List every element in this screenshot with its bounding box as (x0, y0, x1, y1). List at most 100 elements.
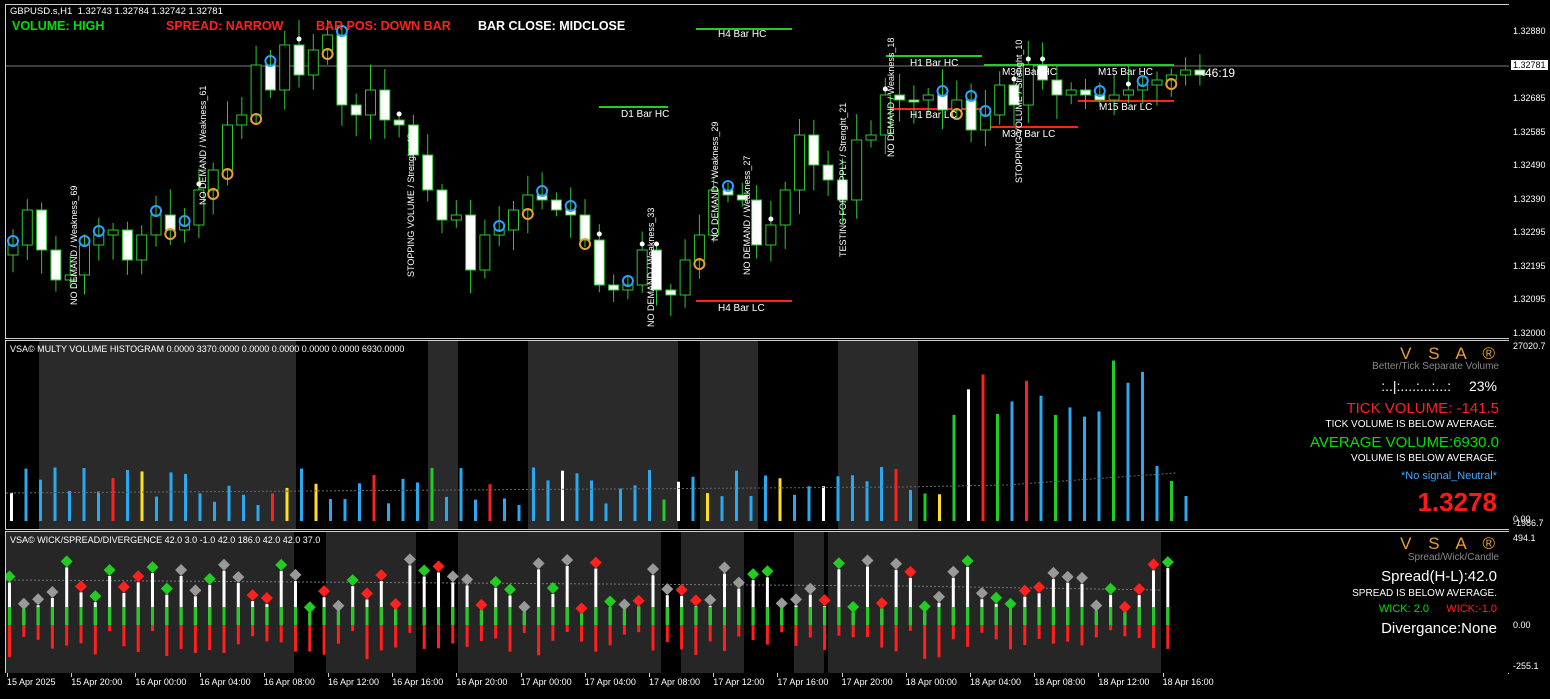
wick-bar (108, 625, 112, 632)
candle-body (865, 134, 877, 141)
volume-bar (1068, 407, 1072, 521)
volume-bar (735, 470, 738, 521)
divergence-marker (961, 554, 974, 567)
wick-bar (1051, 625, 1055, 644)
wick-axis-top: 494.1 (1513, 533, 1536, 543)
wick-subtitle: Spread/Wick/Candle (1407, 552, 1499, 563)
candle-body (736, 194, 748, 201)
wick-bar (408, 607, 412, 625)
volume-bar (822, 486, 825, 521)
divergence-marker (260, 591, 273, 604)
signal-label: TESTING FOR SUPPLY / Strenght_21 (838, 102, 848, 257)
wick-bar (551, 625, 555, 641)
wick-bar (665, 607, 669, 625)
candle-body (236, 114, 248, 126)
wick-bar (465, 625, 469, 647)
divergence-marker (75, 580, 87, 593)
wick-bar (193, 607, 197, 625)
candle-body (336, 34, 348, 106)
volume-bar (793, 494, 796, 521)
divergence-marker (1118, 600, 1131, 613)
signal-circle (335, 25, 348, 37)
wick-bar (622, 607, 626, 625)
wick-bar (1037, 607, 1041, 625)
volume-bar (1155, 466, 1159, 521)
divergence-marker (203, 572, 216, 585)
candle-body (1180, 69, 1192, 76)
volume-histogram-pane[interactable]: VSA© MULTY VOLUME HISTOGRAM 0.0000 3370.… (5, 340, 1510, 530)
wick-bar (966, 607, 970, 625)
time-tick (263, 673, 265, 677)
volume-bar (184, 473, 187, 521)
wick-bar (122, 625, 126, 647)
wick-bar (565, 625, 569, 632)
divergence-marker (1133, 583, 1146, 596)
time-label: 18 Apr 08:00 (1034, 677, 1086, 687)
signal-label: STOPPING VOLUME / Strenght_48 (406, 133, 416, 277)
divergence-marker (303, 601, 316, 614)
volume-signal: *No signal_Neutral* (1401, 470, 1497, 482)
volume-bar (387, 503, 390, 521)
wick-bar (608, 625, 612, 646)
signal-circle (965, 90, 978, 102)
time-tick (777, 673, 779, 677)
signal-circle (722, 180, 734, 192)
wick-bar (365, 607, 369, 625)
volume-bar (633, 485, 637, 521)
divergence-marker (218, 558, 230, 571)
divergence-marker (732, 576, 745, 589)
wick-bar (908, 625, 912, 631)
vsa-logo: V S A ® (1400, 344, 1501, 363)
wick-bar (651, 625, 655, 651)
price-axis[interactable]: 1.32880 1.32781 1.32685 1.32585 1.32490 … (1509, 0, 1550, 699)
volume-bar (126, 470, 129, 521)
wick-bar (866, 607, 869, 625)
wick-bar (251, 625, 255, 637)
candle-body (1080, 89, 1091, 96)
divergence-marker (361, 587, 373, 600)
wick-bar (351, 625, 355, 632)
wick-bar (1094, 625, 1098, 638)
volume-bar (532, 467, 535, 521)
wick-bar (908, 607, 912, 625)
divergence-marker (1004, 597, 1017, 610)
divergence-marker (17, 597, 30, 610)
signal-circle (7, 235, 19, 247)
time-label: 18 Apr 16:00 (1162, 677, 1214, 687)
candle-body (164, 214, 176, 231)
session-background (6, 532, 1161, 673)
divergence-marker (275, 558, 288, 571)
wick-bar (322, 625, 326, 655)
volume-bar (416, 482, 419, 521)
spread-bar (208, 584, 212, 625)
candle-body (136, 234, 148, 261)
candle-body (393, 119, 405, 126)
divergence-marker (1018, 584, 1031, 597)
spread-bar (1051, 578, 1055, 625)
wick-bar (866, 625, 869, 638)
time-axis[interactable]: 15 Apr 2025 15 Apr 20:00 16 Apr 00:00 16 Ap… (5, 673, 1508, 699)
spread-bar (151, 573, 154, 625)
chart-symbol: GBPUSD.s,H1 1.32743 1.32784 1.32742 1.32… (10, 6, 223, 17)
volume-bar (952, 414, 956, 521)
signal-dot (639, 241, 645, 247)
volume-bar (1097, 411, 1101, 521)
price-chart-pane[interactable]: GBPUSD.s,H1 1.32743 1.32784 1.32742 1.32… (5, 4, 1510, 339)
volume-bar (343, 499, 347, 521)
session-band (39, 341, 296, 529)
volume-bar (561, 470, 564, 521)
signal-circle (321, 48, 334, 60)
wick-bar (994, 625, 998, 640)
volume-meter: :..|:....:...:...: (1381, 378, 1451, 394)
average-volume: AVERAGE VOLUME:6930.0 (1310, 434, 1499, 451)
wick-spread-pane[interactable]: VSA© WICK/SPREAD/DIVERGENCE 42.0 3.0 -1.… (5, 531, 1510, 674)
divergence-marker (1076, 571, 1088, 584)
wick-bar (594, 607, 598, 625)
volume-bar (1184, 496, 1188, 521)
signal-dot (196, 181, 202, 187)
wick-bar (479, 607, 483, 625)
divergence-marker (918, 600, 931, 613)
wick-bar (193, 625, 197, 653)
divergence-marker (875, 597, 888, 610)
spread-bar (1066, 582, 1070, 625)
